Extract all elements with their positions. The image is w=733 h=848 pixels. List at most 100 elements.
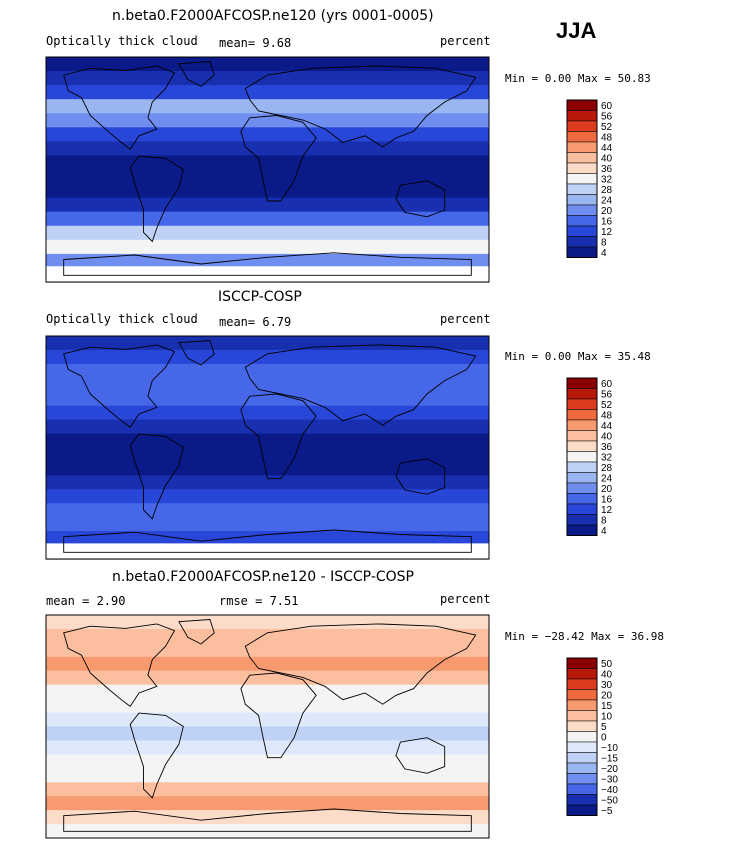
coastline: [63, 623, 176, 708]
colorbar-tick-label: 48: [601, 410, 613, 421]
panel-2-minmax: Min = 0.00 Max = 35.48: [505, 350, 651, 363]
coastline: [63, 252, 472, 276]
colorbar-swatch: [566, 131, 598, 143]
colorbar-tick-label: 8: [601, 237, 607, 248]
map-band: [46, 419, 489, 435]
colorbar-tick-label: 40: [601, 153, 613, 164]
colorbar-swatch: [566, 430, 598, 442]
map-band: [46, 183, 489, 199]
colorbar-tick-label: −10: [601, 743, 618, 754]
colorbar-swatch: [566, 152, 598, 164]
map-band: [46, 239, 489, 255]
coastline: [63, 808, 472, 832]
colorbar-frame: [566, 99, 598, 258]
colorbar-swatch: [566, 657, 598, 669]
colorbar-tick-label: 16: [601, 494, 613, 505]
panel-3-units: percent: [440, 592, 491, 606]
map-band: [46, 782, 489, 797]
colorbar-swatch: [566, 99, 598, 111]
colorbar-tick-label: 56: [601, 111, 613, 122]
map-band: [46, 377, 489, 393]
map-frame: [45, 614, 490, 839]
colorbar-swatch: [566, 246, 598, 258]
map-missing-region: [46, 266, 489, 282]
colorbar-swatch: [566, 194, 598, 206]
colorbar-tick-label: 56: [601, 389, 613, 400]
colorbar-tick-label: 0: [601, 732, 607, 743]
colorbar-tick-label: 4: [601, 526, 607, 537]
colorbar-tick-label: 52: [601, 400, 613, 411]
colorbar-tick-label: −5: [601, 806, 613, 817]
colorbar-swatch: [566, 409, 598, 421]
coastline: [395, 458, 446, 495]
map-band: [46, 141, 489, 157]
map-band: [46, 517, 489, 532]
panel-2-variable: Optically thick cloud: [46, 312, 198, 326]
map-band: [46, 127, 489, 142]
map-band: [46, 768, 489, 783]
panel-3-rmse: rmse = 7.51: [219, 594, 299, 608]
colorbar-tick-label: −30: [601, 774, 618, 785]
panel-3-title: n.beta0.F2000AFCOSP.ne120 - ISCCP-COSP: [112, 569, 414, 585]
coastline: [240, 672, 317, 759]
coastline: [244, 623, 477, 705]
colorbar-tick-label: −15: [601, 753, 618, 764]
colorbar-swatch: [566, 762, 598, 774]
coastline: [395, 737, 446, 774]
map-band: [46, 113, 489, 128]
map-band: [46, 433, 489, 449]
colorbar-swatch: [566, 710, 598, 722]
colorbar-swatch: [566, 236, 598, 248]
coastline: [240, 115, 317, 202]
map-band: [46, 461, 489, 476]
coastline: [244, 344, 477, 426]
map-band: [46, 489, 489, 504]
colorbar-swatch: [566, 215, 598, 227]
map-band: [46, 349, 489, 365]
colorbar-frame: [566, 377, 598, 536]
colorbar-swatch: [566, 472, 598, 484]
colorbar-swatch: [566, 120, 598, 132]
colorbar-swatch: [566, 699, 598, 711]
colorbar-swatch: [566, 668, 598, 680]
colorbar-tick-label: 52: [601, 122, 613, 133]
colorbar-swatch: [566, 741, 598, 753]
map-band: [46, 57, 489, 72]
colorbar-tick-label: −40: [601, 785, 618, 796]
colorbar-tick-label: 30: [601, 680, 613, 691]
map-band: [46, 475, 489, 490]
colorbar-swatch: [566, 783, 598, 795]
colorbar-tick-label: 40: [601, 669, 613, 680]
map-band: [46, 71, 489, 86]
colorbar-swatch: [566, 204, 598, 216]
map-band: [46, 447, 489, 463]
colorbar-tick-label: 28: [601, 185, 613, 196]
map-band: [46, 615, 489, 630]
colorbar-swatch: [566, 440, 598, 452]
colorbar-tick-label: 12: [601, 227, 613, 238]
coastline: [63, 529, 472, 553]
colorbar-tick-label: 20: [601, 206, 613, 217]
map-band: [46, 363, 489, 379]
colorbar-swatch: [566, 183, 598, 195]
panel-2-mean: mean= 6.79: [219, 315, 292, 329]
colorbar-swatch: [566, 503, 598, 515]
colorbar-swatch: [566, 678, 598, 690]
colorbar-swatch: [566, 514, 598, 526]
coastline: [178, 619, 215, 645]
colorbar-tick-label: 10: [601, 711, 613, 722]
colorbar-tick-label: 48: [601, 132, 613, 143]
colorbar-tick-label: 8: [601, 515, 607, 526]
colorbar-tick-label: 15: [601, 701, 613, 712]
panel-2-title: ISCCP-COSP: [218, 289, 302, 305]
map-band: [46, 642, 489, 658]
panel-1-map: [45, 56, 490, 283]
colorbar-tick-label: 4: [601, 248, 607, 259]
map-frame: [45, 56, 490, 283]
map-band: [46, 225, 489, 241]
panel-1-title: n.beta0.F2000AFCOSP.ne120 (yrs 0001-0005…: [112, 8, 434, 24]
colorbar-tick-label: 60: [601, 379, 613, 390]
colorbar-tick-label: 60: [601, 101, 613, 112]
colorbar-tick-label: −20: [601, 764, 618, 775]
